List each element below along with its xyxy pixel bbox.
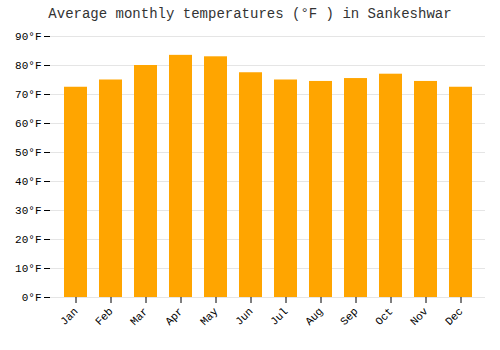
svg-text:Jun: Jun [233, 305, 255, 327]
svg-text:10°F: 10°F [15, 263, 41, 275]
svg-text:30°F: 30°F [15, 205, 41, 217]
svg-text:0°F: 0°F [22, 292, 42, 304]
svg-text:Sep: Sep [338, 305, 360, 327]
svg-text:50°F: 50°F [15, 147, 41, 159]
svg-text:Dec: Dec [443, 305, 465, 327]
html-text:Average monthly temperatures (: Average monthly temperatures (°F ) in Sa… [48, 6, 452, 22]
svg-text:Mar: Mar [128, 305, 150, 327]
svg-text:Feb: Feb [93, 305, 115, 327]
svg-text:Apr: Apr [163, 305, 185, 327]
svg-text:Jan: Jan [58, 305, 80, 327]
svg-text:May: May [198, 305, 221, 328]
svg-text:Oct: Oct [373, 305, 395, 327]
svg-text:20°F: 20°F [15, 234, 41, 246]
svg-text:Jul: Jul [268, 305, 290, 327]
svg-text:70°F: 70°F [15, 89, 41, 101]
svg-text:Nov: Nov [408, 305, 431, 328]
svg-text:60°F: 60°F [15, 118, 41, 130]
svg-text:90°F: 90°F [15, 31, 41, 43]
svg-text:Aug: Aug [303, 305, 325, 327]
svg-text:80°F: 80°F [15, 60, 41, 72]
svg-text:40°F: 40°F [15, 176, 41, 188]
